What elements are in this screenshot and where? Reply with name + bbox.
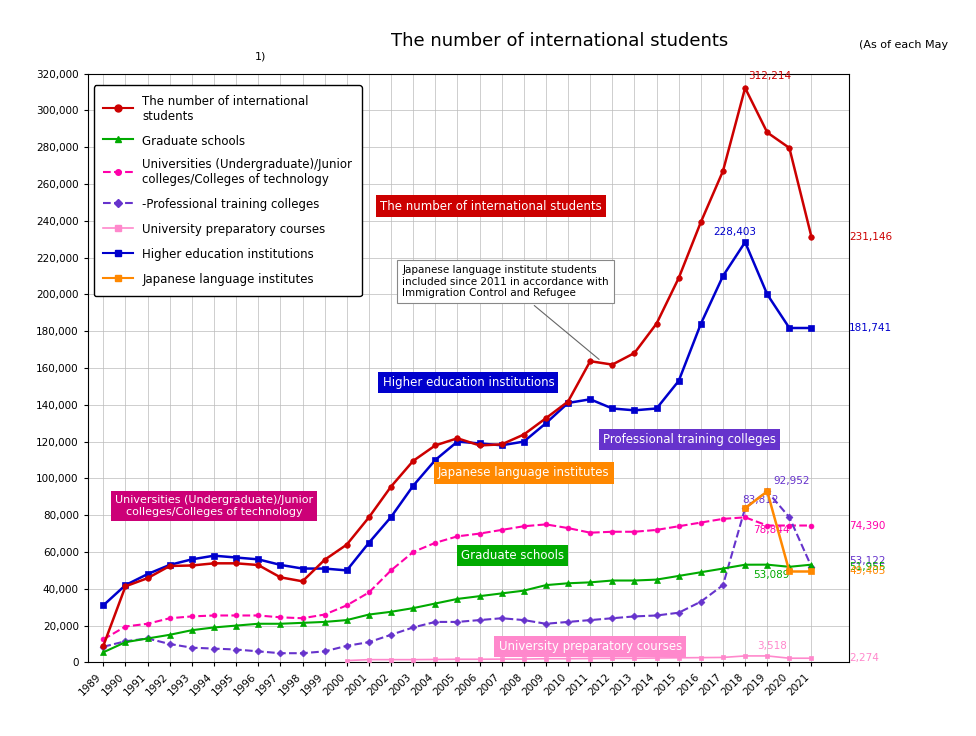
Text: 53,089: 53,089: [753, 570, 790, 580]
Text: 228,403: 228,403: [713, 227, 756, 236]
Text: 231,146: 231,146: [849, 232, 892, 242]
Text: The number of international students: The number of international students: [380, 199, 601, 213]
Text: 312,214: 312,214: [748, 71, 791, 80]
Text: University preparatory courses: University preparatory courses: [499, 640, 682, 654]
Text: The number of international students: The number of international students: [391, 32, 728, 50]
Text: Graduate schools: Graduate schools: [462, 549, 564, 562]
Text: 74,390: 74,390: [849, 520, 885, 531]
Text: Higher education institutions: Higher education institutions: [383, 376, 554, 389]
Text: Japanese language institutes: Japanese language institutes: [438, 467, 610, 479]
Text: 1): 1): [256, 52, 266, 62]
Text: 49,405: 49,405: [849, 567, 885, 576]
Text: 92,952: 92,952: [773, 476, 810, 486]
Text: (As of each May: (As of each May: [859, 40, 948, 50]
Text: 3,518: 3,518: [756, 641, 787, 651]
Legend: The number of international
students, Graduate schools, Universities (Undergradu: The number of international students, Gr…: [94, 85, 361, 296]
Text: 181,741: 181,741: [849, 323, 892, 333]
Text: Professional training colleges: Professional training colleges: [603, 434, 776, 446]
Text: Japanese language institute students
included since 2011 in accordance with
Immi: Japanese language institute students inc…: [402, 265, 609, 359]
Text: 53,122: 53,122: [849, 556, 885, 566]
Text: 2,274: 2,274: [849, 654, 879, 663]
Text: 51,955: 51,955: [849, 562, 885, 572]
Text: 83,812: 83,812: [743, 495, 779, 504]
Text: Universities (Undergraduate)/Junior
colleges/Colleges of technology: Universities (Undergraduate)/Junior coll…: [115, 495, 313, 517]
Text: 78,844: 78,844: [753, 525, 790, 534]
